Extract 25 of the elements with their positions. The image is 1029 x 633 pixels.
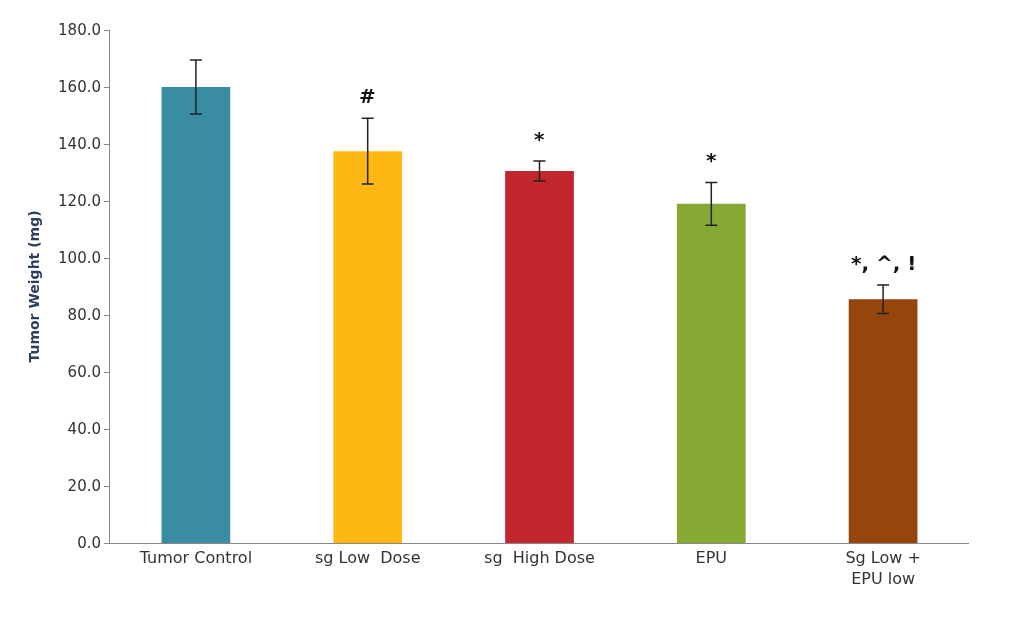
x-tick-label: Sg Low + EPU low — [845, 548, 921, 588]
y-tick-label: 160.0 — [58, 78, 101, 97]
y-tick-label: 0.0 — [77, 534, 101, 553]
y-tick-label: 100.0 — [58, 249, 101, 268]
y-tick-label: 40.0 — [67, 420, 101, 439]
y-tick-label: 180.0 — [58, 21, 101, 40]
x-tick-label: sg Low Dose — [314, 548, 421, 568]
y-tick-label: 60.0 — [67, 363, 101, 382]
bar — [676, 203, 746, 543]
y-tick-label: 120.0 — [58, 192, 101, 211]
bar — [505, 171, 574, 543]
bar — [161, 87, 231, 543]
annotation: * — [706, 148, 717, 172]
y-tick-label: 80.0 — [67, 306, 101, 325]
annotation: *, ^, ! — [851, 251, 917, 275]
annotation: * — [534, 127, 545, 151]
y-tick-label: 20.0 — [67, 477, 101, 496]
x-tick-label: sg High Dose — [484, 548, 595, 568]
x-tick-label: Tumor Control — [138, 548, 253, 568]
x-tick-label: EPU — [695, 548, 728, 568]
bar — [848, 299, 918, 543]
bar — [333, 151, 403, 543]
y-tick-label: 140.0 — [58, 135, 101, 154]
annotation: # — [359, 84, 376, 108]
y-axis-title: Tumor Weight (mg) — [25, 210, 42, 363]
